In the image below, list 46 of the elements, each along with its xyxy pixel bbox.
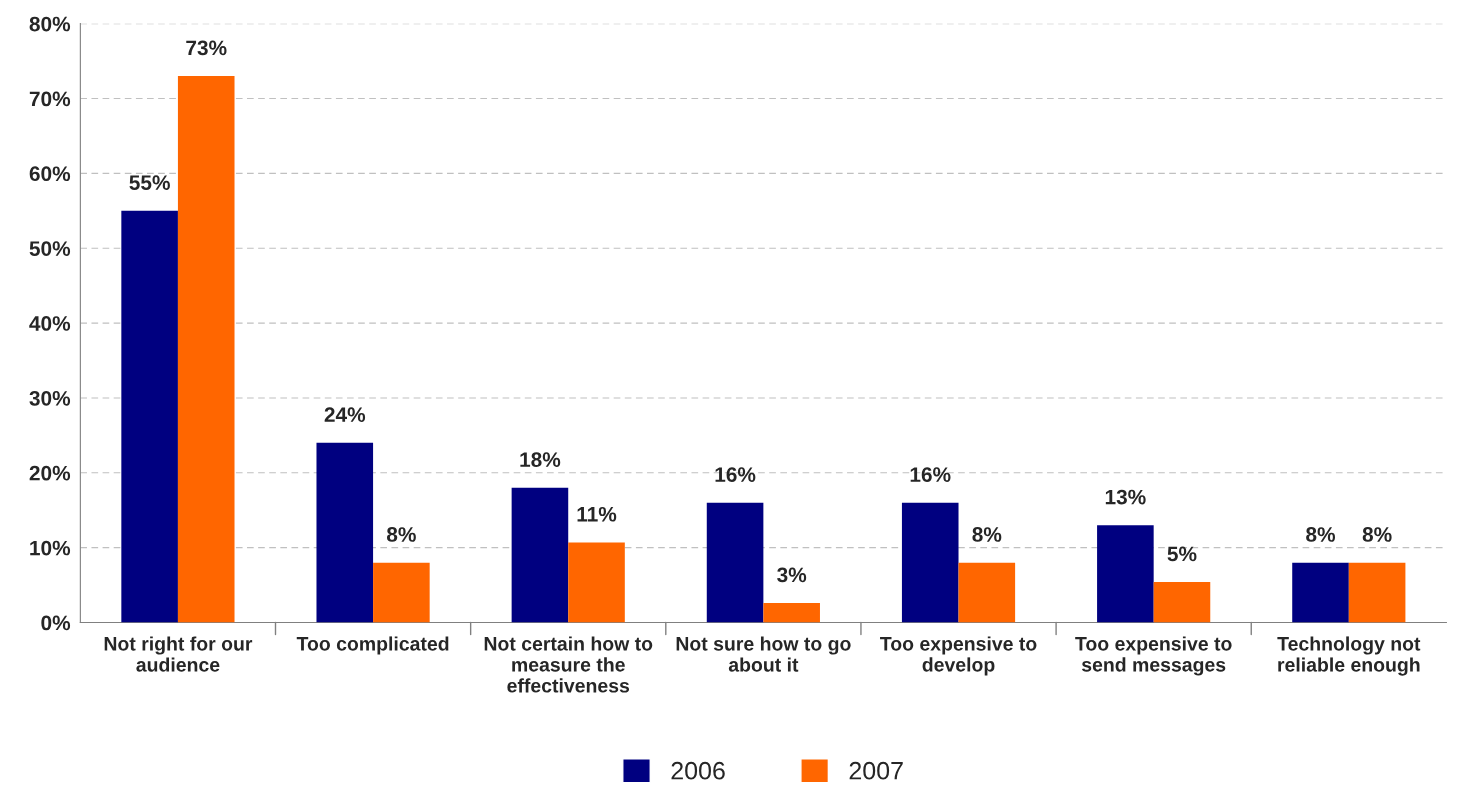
- x-tick-label: Not sure how to go about it: [676, 636, 851, 672]
- bar: [763, 603, 820, 623]
- bar: [568, 542, 625, 623]
- bar: [1153, 582, 1211, 623]
- y-tick-label: 60%: [29, 166, 71, 182]
- data-label: 11%: [577, 506, 617, 522]
- x-tick-label: Not certain how to measure the effectiveness: [484, 636, 653, 693]
- y-tick-label: 80%: [29, 16, 71, 32]
- data-label: 24%: [324, 407, 366, 423]
- data-label: 73%: [186, 40, 227, 56]
- y-tick-label: 50%: [29, 241, 71, 256]
- data-label: 55%: [129, 175, 170, 191]
- data-label: 8%: [1306, 527, 1336, 542]
- bar: [316, 442, 374, 623]
- x-tick-label: Too complicated: [296, 636, 449, 655]
- data-label: 16%: [715, 467, 756, 482]
- data-label: 13%: [1105, 489, 1146, 505]
- bar: [1097, 525, 1154, 623]
- bar: [901, 502, 959, 623]
- x-tick-label: Not right for our audience: [104, 636, 253, 672]
- legend-label: 2006: [671, 761, 725, 780]
- bar: [1348, 562, 1406, 623]
- bar: [958, 562, 1016, 623]
- y-tick-label: 30%: [29, 390, 71, 406]
- y-tick-label: 0%: [41, 615, 71, 631]
- data-label: 8%: [386, 527, 416, 542]
- bar: [706, 502, 764, 623]
- bar: [177, 76, 235, 623]
- legend-label: 2007: [849, 761, 903, 780]
- y-tick-label: 40%: [29, 316, 71, 331]
- data-label: 8%: [972, 527, 1002, 542]
- y-tick-label: 20%: [29, 465, 71, 481]
- data-label: 3%: [777, 567, 807, 583]
- bar: [1292, 562, 1349, 623]
- x-tick-label: Technology not reliable enough: [1277, 636, 1421, 676]
- bar: [511, 487, 569, 623]
- y-tick-label: 70%: [29, 91, 71, 107]
- data-label: 18%: [520, 452, 561, 467]
- y-tick-label: 10%: [30, 540, 71, 556]
- x-tick-label: Too expensive to develop: [880, 636, 1037, 676]
- bar: [373, 562, 430, 623]
- data-label: 8%: [1362, 527, 1392, 542]
- data-label: 16%: [910, 467, 951, 482]
- data-label: 5%: [1167, 546, 1197, 562]
- x-tick-label: Too expensive to send messages: [1075, 636, 1232, 676]
- bar: [121, 210, 178, 623]
